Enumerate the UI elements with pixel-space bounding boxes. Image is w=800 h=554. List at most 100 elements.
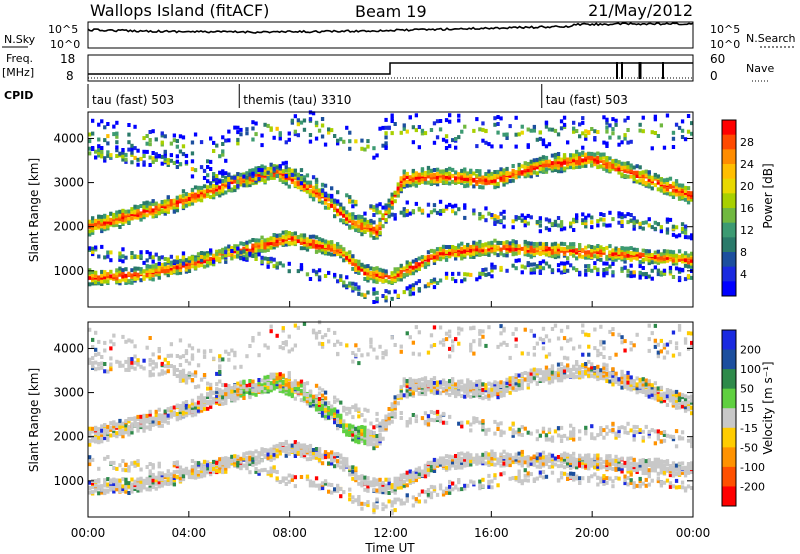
power-cell (348, 215, 352, 220)
power-cell (523, 161, 527, 166)
power-cell (644, 255, 648, 260)
velocity-cell (124, 427, 128, 432)
power-cell (142, 274, 146, 279)
power-cell (387, 210, 391, 214)
power-cell (596, 257, 600, 262)
power-cell (683, 227, 688, 232)
velocity-cell (236, 381, 240, 386)
power-cell (103, 220, 107, 225)
power-cell (556, 268, 561, 273)
velocity-cell (127, 419, 131, 424)
power-cell (668, 249, 673, 254)
power-cell (487, 169, 491, 174)
velocity-cell (644, 462, 648, 467)
power-cell (556, 243, 561, 248)
power-cell (478, 275, 482, 280)
velocity-cell (184, 466, 189, 471)
power-cell (562, 261, 567, 266)
velocity-cell (384, 483, 388, 488)
power-cell (544, 261, 549, 266)
power-cell (181, 193, 186, 198)
power-cell (115, 154, 119, 158)
power-cell (460, 129, 464, 134)
power-cell (163, 156, 167, 161)
power-cell (514, 251, 518, 256)
power-cell (296, 235, 301, 239)
velocity-cell (269, 388, 273, 393)
velocity-cell (683, 469, 688, 474)
velocity-cell (378, 489, 382, 494)
power-cell (526, 246, 530, 250)
cpid-segment-label: tau (fast) 503 (546, 93, 628, 107)
power-cell (148, 264, 152, 269)
power-cell (402, 126, 406, 131)
power-cell (212, 175, 216, 180)
power-cell (115, 216, 119, 221)
power-cell (305, 242, 310, 247)
power-cell (559, 227, 564, 232)
velocity-cell (644, 459, 648, 464)
power-cell (623, 174, 627, 178)
power-cell (157, 203, 161, 208)
power-cell (181, 251, 186, 256)
power-cell (505, 175, 509, 179)
velocity-cell (269, 457, 273, 462)
power-cell (429, 254, 434, 259)
power-cell (100, 279, 104, 284)
power-cell (605, 168, 609, 173)
power-cell (320, 123, 325, 128)
power-cell (393, 122, 397, 126)
power-cell (284, 232, 288, 237)
power-cell (584, 264, 588, 269)
velocity-cell (97, 484, 101, 489)
noise-sky-line (87, 22, 694, 34)
power-cell (460, 178, 464, 183)
power-cell (532, 170, 537, 175)
velocity-cell (351, 469, 355, 474)
power-cell (91, 230, 95, 235)
power-cell (342, 139, 346, 144)
velocity-cell (677, 467, 682, 472)
velocity-cell (668, 464, 673, 468)
velocity-cell (496, 457, 500, 462)
power-cell (293, 231, 298, 236)
power-cell (411, 168, 416, 173)
power-cell (496, 241, 500, 245)
power-cell (118, 281, 122, 286)
power-cell (451, 167, 455, 172)
power-cell (154, 212, 158, 217)
power-cell (475, 247, 479, 252)
power-cell (553, 162, 558, 167)
power-cell (490, 171, 494, 176)
velocity-cell (296, 445, 301, 450)
power-cell (209, 248, 213, 253)
velocity-cell (690, 463, 694, 468)
power-cell (611, 131, 615, 136)
power-cell (608, 123, 612, 128)
velocity-cell (448, 454, 452, 459)
velocity-cell (160, 483, 164, 488)
velocity-cell (166, 477, 170, 482)
power-cell (426, 180, 431, 185)
power-cell (260, 242, 264, 247)
power-cell (496, 253, 500, 258)
power-cell (662, 268, 667, 273)
velocity-cell (242, 452, 246, 457)
velocity-cell (408, 469, 412, 474)
velocity-cell (526, 461, 530, 466)
power-cell (233, 249, 237, 254)
power-cell (142, 160, 146, 165)
power-cell (148, 251, 152, 256)
power-cell (420, 263, 425, 268)
power-cell (393, 277, 397, 282)
velocity-cell (590, 460, 594, 465)
power-cell (671, 145, 676, 149)
power-cell (193, 132, 198, 137)
power-cell (414, 201, 419, 206)
power-cell (139, 254, 143, 258)
velocity-cell (88, 490, 92, 495)
power-cell (178, 258, 183, 263)
power-cell (396, 190, 400, 195)
power-cell (614, 118, 618, 123)
power-cell (599, 253, 603, 258)
